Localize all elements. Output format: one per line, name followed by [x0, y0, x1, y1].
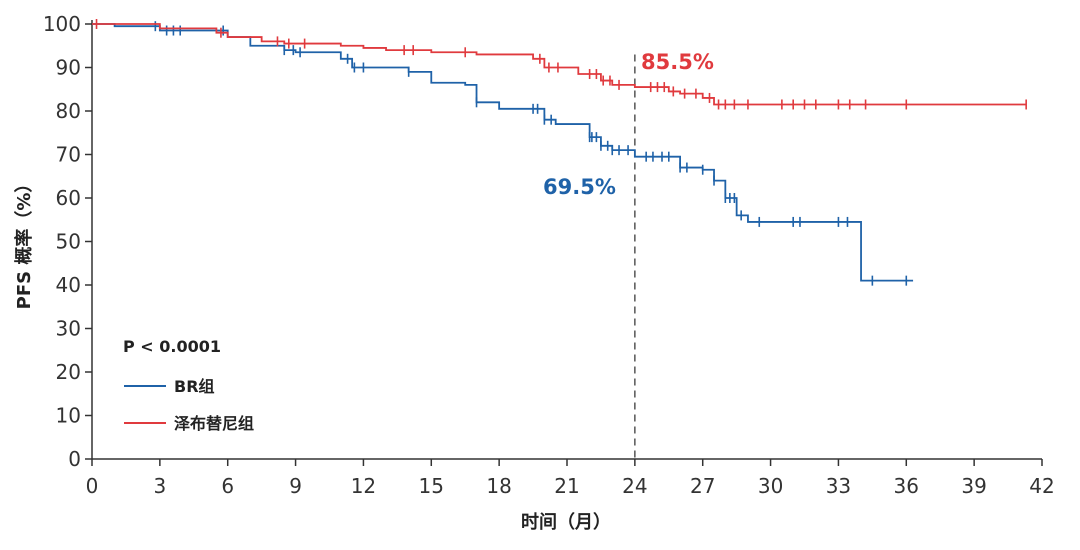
series-line-1: [92, 23, 1027, 106]
x-tick-label: 24: [622, 474, 647, 498]
x-tick-label: 42: [1029, 474, 1054, 498]
y-tick-label: 100: [43, 12, 81, 36]
x-tick-label: 12: [351, 474, 376, 498]
y-tick-label: 10: [56, 404, 81, 428]
x-tick-label: 6: [221, 474, 234, 498]
y-tick-label: 70: [56, 143, 81, 167]
x-tick-label: 33: [826, 474, 851, 498]
x-tick-label: 3: [153, 474, 166, 498]
x-tick-label: 15: [419, 474, 444, 498]
x-axis-title: 时间（月）: [521, 512, 611, 533]
legend-label-zanubrutinib: 泽布替尼组: [174, 414, 254, 433]
x-tick-label: 30: [758, 474, 783, 498]
legend: BR组 泽布替尼组: [124, 377, 254, 433]
y-tick-label: 0: [68, 447, 81, 471]
annotation-red: 85.5%: [641, 50, 714, 74]
x-tick-label: 0: [86, 474, 99, 498]
x-tick-label: 36: [894, 474, 919, 498]
x-tick-label: 21: [554, 474, 579, 498]
y-tick-label: 30: [56, 317, 81, 341]
x-tick-label: 27: [690, 474, 715, 498]
series-layer: [92, 19, 1027, 286]
x-tick-label: 39: [961, 474, 986, 498]
x-tick-label: 18: [486, 474, 511, 498]
y-axis-title: PFS 概率（%）: [13, 175, 35, 310]
y-tick-label: 80: [56, 99, 81, 123]
y-tick-label: 50: [56, 230, 81, 254]
y-tick-label: 90: [56, 56, 81, 80]
x-tick-label: 9: [289, 474, 302, 498]
y-tick-label: 20: [56, 360, 81, 384]
y-tick-label: 60: [56, 186, 81, 210]
annotation-blue: 69.5%: [543, 175, 616, 199]
legend-label-br: BR组: [174, 377, 215, 396]
y-tick-label: 40: [56, 273, 81, 297]
p-value: P < 0.0001: [123, 337, 221, 356]
series-line-0: [92, 23, 914, 282]
